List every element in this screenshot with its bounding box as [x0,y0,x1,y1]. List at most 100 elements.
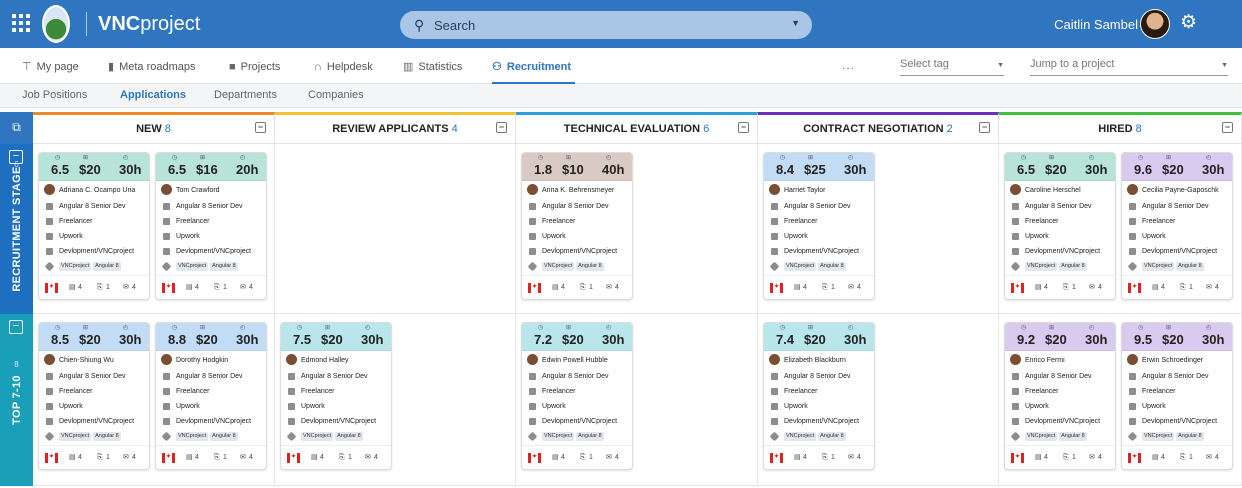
collapse-column-icon[interactable]: − [1222,122,1233,133]
nav-recruitment[interactable]: ⚇ Recruitment [492,48,576,84]
tag-chip[interactable]: VNCproject [784,432,817,441]
candidate-card[interactable]: ◷ 9.5 ⊞ $20 ◴ 30h Erwin Schroedinger Angular 8 … [1121,322,1233,470]
candidate-card[interactable]: ◷ 1.8 ⊞ $10 ◴ 40h Anna K. Behrensmeyer Angular … [521,152,633,300]
collapse-column-icon[interactable]: − [255,122,266,133]
tag-chip[interactable]: VNCproject [176,432,209,441]
comment-icon: ▤ [1035,284,1042,291]
tag-chip[interactable]: Angular 8 [93,432,121,441]
swimlane-header[interactable]: −6 RECRUITMENT STAGE [0,144,33,314]
tag-chip[interactable]: VNCproject [1025,432,1058,441]
card-project: Devlopment/VNCproject [542,418,618,425]
tag-chip[interactable]: Angular 8 [210,432,238,441]
tag-chip[interactable]: Angular 8 [818,432,846,441]
user-name[interactable]: Caitlin Sambel [1054,17,1138,32]
tag-chip[interactable]: Angular 8 [1059,432,1087,441]
candidate-card[interactable]: ◷ 8.5 ⊞ $20 ◴ 30h Chien-Shiung Wu Angular 8 Sen… [38,322,150,470]
candidate-card[interactable]: ◷ 6.5 ⊞ $16 ◴ 20h Tom Crawford Angular 8 Senior… [155,152,267,300]
employment-type-icon [1129,218,1136,225]
score-icon: ◷ [1021,155,1027,161]
candidate-name: Enrico Fermi [1025,357,1065,364]
collapse-all-button[interactable]: ⧉ [0,112,33,144]
nav-label: Projects [240,61,281,73]
tag-chip[interactable]: VNCproject [301,432,334,441]
tag-chip[interactable]: VNCproject [784,262,817,271]
tag-chip[interactable]: VNCproject [1142,262,1175,271]
board-cell [758,144,999,314]
tag-chip[interactable]: Angular 8 [576,432,604,441]
user-avatar[interactable] [1140,9,1170,39]
canada-flag-icon: ✦ [1128,453,1141,463]
chevron-down-icon: ▼ [997,62,1004,69]
card-attachments-count: 1 [1189,454,1193,461]
gear-icon[interactable]: ⚙ [1180,12,1198,33]
card-source-row: Upwork [522,399,632,414]
tab-applications[interactable]: Applications [120,89,187,101]
candidate-card[interactable]: ◷ 6.5 ⊞ $20 ◴ 30h Caroline Herschel Angular 8 S… [1004,152,1116,300]
collapse-column-icon[interactable]: − [979,122,990,133]
folder-icon [46,418,53,425]
collapse-lane-icon[interactable]: − [9,150,23,164]
collapse-column-icon[interactable]: − [496,122,507,133]
collapse-lane-icon[interactable]: − [9,320,23,334]
tag-chip[interactable]: Angular 8 [818,262,846,271]
card-emails-count: 4 [615,284,619,291]
tag-chip[interactable]: VNCproject [542,432,575,441]
tag-chip[interactable]: Angular 8 [1059,262,1087,271]
collapse-column-icon[interactable]: − [738,122,749,133]
tag-chip[interactable]: VNCproject [1025,262,1058,271]
card-project: Devlopment/VNCproject [784,248,860,255]
employment-type-icon [163,218,170,225]
swimlane-header[interactable]: − 8 TOP 7-10 [0,314,33,486]
tag-chip[interactable]: VNCproject [59,262,92,271]
tab-departments[interactable]: Departments [214,89,277,101]
candidate-card[interactable]: ◷ 8.4 ⊞ $25 ◴ 30h Harriet Taylor Angular 8 Seni… [763,152,875,300]
search-dropdown-icon[interactable]: ▼ [791,18,800,28]
tag-chip[interactable]: VNCproject [59,432,92,441]
tag-chip[interactable]: Angular 8 [1176,432,1204,441]
tag-chip[interactable]: Angular 8 [93,262,121,271]
folder-icon [1012,248,1019,255]
nav-projects[interactable]: ■ Projects [229,48,280,84]
candidate-card[interactable]: ◷ 8.8 ⊞ $20 ◴ 30h Dorothy Hodgkin Angular 8 Sen… [155,322,267,470]
hours-icon: ◴ [365,325,371,331]
card-attachments-count: 1 [348,454,352,461]
candidate-card[interactable]: ◷ 9.6 ⊞ $20 ◴ 30h Cecilia Payne-Gaposchk Angula… [1121,152,1233,300]
tag-chip[interactable]: VNCproject [542,262,575,271]
card-project-row: Devlopment/VNCproject [156,414,266,429]
tag-chip[interactable]: Angular 8 [576,262,604,271]
card-footer: ✦ ▤ 4 ⎘ 1 ✉ 4 [156,275,266,299]
tag-chip[interactable]: Angular 8 [210,262,238,271]
candidate-card[interactable]: ◷ 9.2 ⊞ $20 ◴ 30h Enrico Fermi Angular 8 Senior… [1004,322,1116,470]
email-icon: ✉ [606,284,612,291]
candidate-card[interactable]: ◷ 7.2 ⊞ $20 ◴ 30h Edwin Powell Hubble Angular 8… [521,322,633,470]
people-icon: ⚇ [492,61,502,73]
jump-to-project-dropdown[interactable]: Jump to a project ▼ [1030,54,1228,76]
nav-label: Meta roadmaps [119,61,196,73]
score-icon: ◷ [780,155,786,161]
nav-meta-roadmaps[interactable]: ▮ Meta roadmaps [108,48,196,84]
tab-companies[interactable]: Companies [308,89,364,101]
tag-chip[interactable]: Angular 8 [335,432,363,441]
comment-icon: ▤ [1035,454,1042,461]
candidate-card[interactable]: ◷ 7.5 ⊞ $20 ◴ 30h Edmond Halley Angular 8 Senio… [280,322,392,470]
nav-my-page[interactable]: ⊤ My page [22,48,79,84]
apps-grid-icon[interactable] [12,14,30,32]
tag-chip[interactable]: VNCproject [1142,432,1175,441]
candidate-card[interactable]: ◷ 7.4 ⊞ $20 ◴ 30h Elizabeth Blackburn Angular 8… [763,322,875,470]
board-cell [516,144,758,314]
search-input[interactable]: ⚲ Search ▼ [400,11,812,39]
card-comments-count: 4 [195,284,199,291]
tag-chip[interactable]: VNCproject [176,262,209,271]
score-icon: ◷ [55,155,61,161]
candidate-card[interactable]: ◷ 6.5 ⊞ $20 ◴ 30h Adriana C. Ocampo Uria Angula… [38,152,150,300]
nav-helpdesk[interactable]: ∩ Helpdesk [314,48,373,84]
folder-icon [46,248,53,255]
select-tag-label: Select tag [900,58,949,70]
comment-icon: ▤ [311,454,318,461]
app-title[interactable]: VNCproject [98,12,200,36]
nav-statistics[interactable]: ▥ Statistics [403,48,462,84]
select-tag-dropdown[interactable]: Select tag ▼ [900,54,1004,76]
more-menu-button[interactable]: ... [842,58,856,72]
tag-chip[interactable]: Angular 8 [1176,262,1204,271]
tab-job-positions[interactable]: Job Positions [22,89,88,101]
